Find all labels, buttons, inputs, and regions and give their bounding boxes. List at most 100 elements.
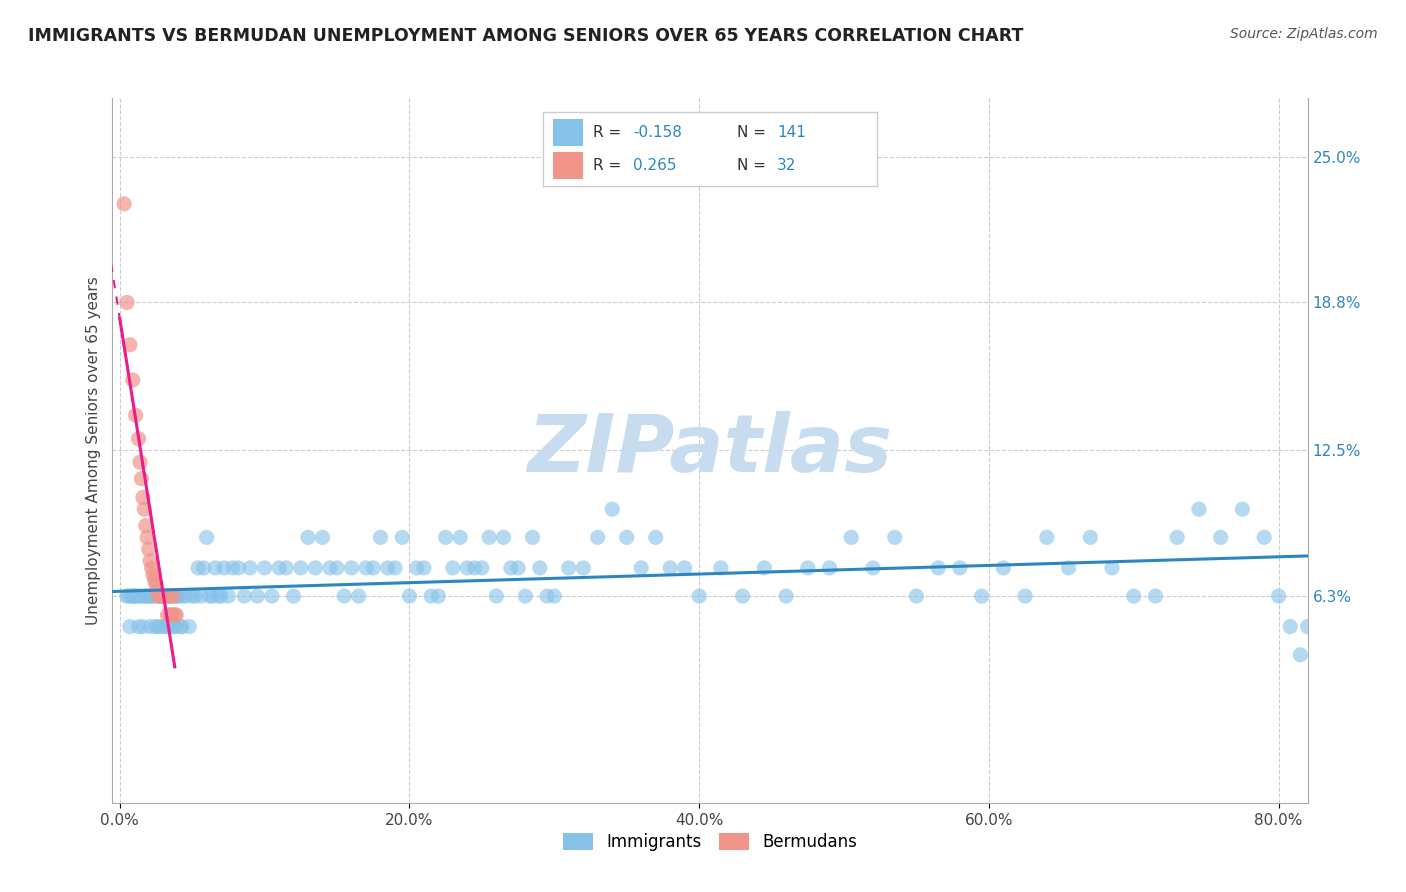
Point <box>146 584 169 599</box>
Point <box>167 589 190 603</box>
Point <box>377 561 399 575</box>
Point <box>905 589 928 603</box>
Text: ZIPatlas: ZIPatlas <box>527 411 893 490</box>
Point <box>145 619 167 633</box>
Point <box>347 589 370 603</box>
Point <box>1036 530 1059 544</box>
Point <box>143 589 166 603</box>
Point <box>132 491 155 505</box>
Point <box>150 589 173 603</box>
Point <box>319 561 342 575</box>
Point <box>1289 648 1312 662</box>
Point <box>797 561 820 575</box>
Point <box>187 561 209 575</box>
Point <box>434 530 457 544</box>
Point <box>600 502 623 516</box>
Point <box>420 589 443 603</box>
Point <box>586 530 609 544</box>
Point <box>163 607 186 622</box>
Point <box>485 589 508 603</box>
Point <box>155 589 177 603</box>
Point <box>333 589 356 603</box>
Point <box>128 432 150 446</box>
Point <box>136 589 159 603</box>
Point <box>1279 619 1302 633</box>
Point <box>506 561 529 575</box>
Point <box>204 561 226 575</box>
Point <box>124 409 146 423</box>
Point <box>883 530 905 544</box>
Point <box>152 589 174 603</box>
Point <box>152 589 174 603</box>
Point <box>290 561 312 575</box>
Point <box>427 589 450 603</box>
Point <box>839 530 862 544</box>
Point <box>246 589 269 603</box>
Point <box>195 530 218 544</box>
Point <box>630 561 652 575</box>
Point <box>122 589 145 603</box>
Point <box>157 589 180 603</box>
Point <box>1057 561 1080 575</box>
Point <box>139 554 162 568</box>
Point <box>184 589 207 603</box>
Point <box>115 295 138 310</box>
Point <box>146 619 169 633</box>
Point <box>384 561 406 575</box>
Point <box>181 589 204 603</box>
Point <box>862 561 884 575</box>
Point <box>142 568 165 582</box>
Point <box>160 607 183 622</box>
Point <box>492 530 515 544</box>
Point <box>165 607 187 622</box>
Point <box>118 619 141 633</box>
Point <box>134 502 156 516</box>
Point <box>311 530 333 544</box>
Point <box>340 561 363 575</box>
Point <box>207 589 229 603</box>
Point <box>145 577 167 591</box>
Point <box>138 589 160 603</box>
Point <box>1078 530 1101 544</box>
Point <box>326 561 349 575</box>
Point <box>616 530 638 544</box>
Point <box>449 530 471 544</box>
Point <box>478 530 501 544</box>
Point <box>143 573 166 587</box>
Point <box>112 197 135 211</box>
Point <box>121 373 143 387</box>
Point <box>149 589 172 603</box>
Point <box>156 619 179 633</box>
Point <box>121 589 143 603</box>
Point <box>515 589 537 603</box>
Point <box>129 589 152 603</box>
Point <box>522 530 544 544</box>
Point <box>228 561 250 575</box>
Point <box>239 561 262 575</box>
Point <box>135 589 157 603</box>
Point <box>163 619 186 633</box>
Point <box>124 589 146 603</box>
Point <box>131 472 153 486</box>
Point <box>150 619 173 633</box>
Point <box>949 561 972 575</box>
Point <box>1209 530 1232 544</box>
Point <box>354 561 377 575</box>
Point <box>970 589 993 603</box>
Point <box>993 561 1015 575</box>
Point <box>297 530 319 544</box>
Point <box>160 589 183 603</box>
Point <box>471 561 494 575</box>
Point <box>142 589 165 603</box>
Point <box>190 589 212 603</box>
Point <box>209 589 232 603</box>
Point <box>1166 530 1188 544</box>
Point <box>169 619 191 633</box>
Point <box>170 619 193 633</box>
Point <box>688 589 710 603</box>
Point <box>176 589 198 603</box>
Point <box>644 530 666 544</box>
Point <box>1253 530 1275 544</box>
Point <box>659 561 682 575</box>
Point <box>529 561 551 575</box>
